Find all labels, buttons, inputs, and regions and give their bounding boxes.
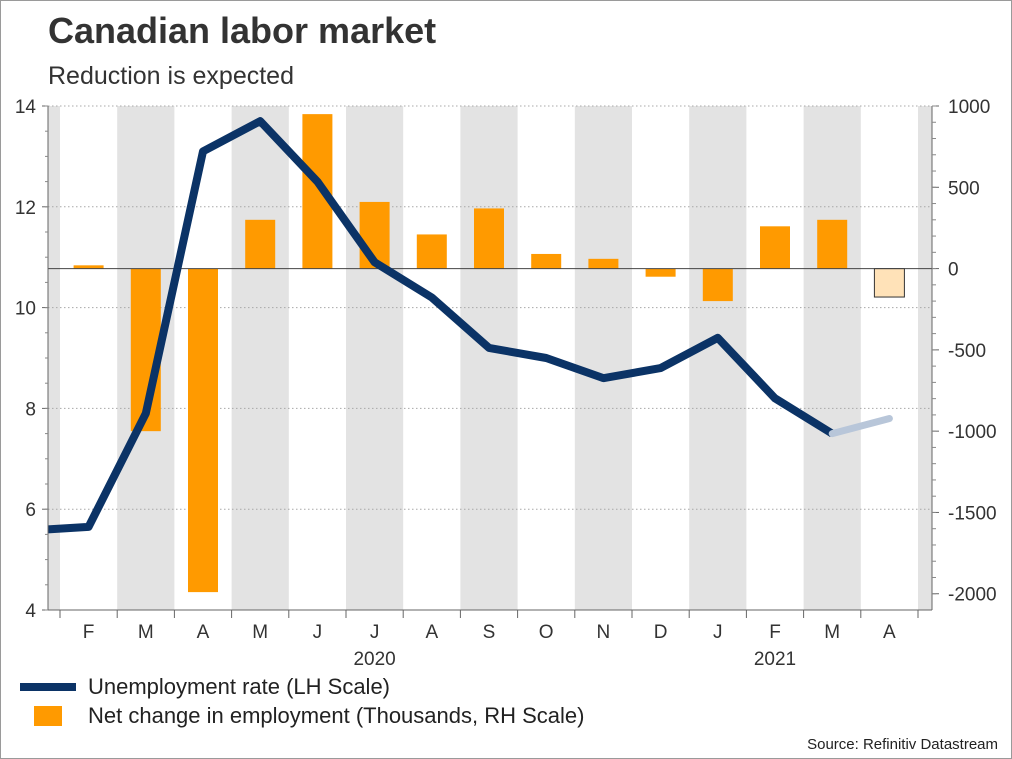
- background-band: [231, 106, 289, 610]
- right-tick-label: 500: [948, 178, 980, 199]
- x-tick-label: M: [138, 622, 154, 643]
- employment-bar: [702, 268, 733, 302]
- employment-bar: [474, 208, 504, 269]
- left-tick-label: 10: [15, 299, 36, 320]
- employment-bars: [73, 114, 905, 593]
- left-tick-label: 6: [25, 500, 36, 521]
- left-tick-label: 4: [25, 601, 36, 622]
- background-band: [48, 106, 60, 610]
- background-band: [918, 106, 932, 610]
- employment-bar: [416, 234, 447, 269]
- employment-bar: [760, 226, 790, 269]
- unemployment-line-forecast: [828, 414, 893, 438]
- background-band: [346, 106, 404, 610]
- x-tick-label: A: [197, 622, 210, 643]
- left-tick-label: 12: [15, 198, 36, 219]
- employment-bar: [188, 268, 218, 593]
- employment-bar-forecast: [873, 268, 905, 298]
- legend-bar-swatch: [34, 706, 62, 726]
- background-band: [574, 106, 632, 610]
- right-tick-label: -1500: [948, 503, 997, 524]
- x-tick-label: A: [425, 622, 438, 643]
- chart-subtitle: Reduction is expected: [48, 62, 294, 90]
- x-tick-label: M: [252, 622, 268, 643]
- employment-bar: [588, 258, 619, 269]
- axis-labels: 4 6 8 10 12 14 1000 500 0 -500 -1000 -1500 -2000 F M A M…: [15, 97, 997, 670]
- left-tick-label: 8: [25, 399, 36, 420]
- chart-plot: 4 6 8 10 12 14 1000 500 0 -500 -1000 -1500 -2000 F M A M…: [15, 97, 997, 670]
- x-tick-label: J: [313, 622, 323, 643]
- right-tick-label: 1000: [948, 97, 990, 118]
- chart-title: Canadian labor market: [48, 10, 437, 51]
- x-tick-label: N: [597, 622, 611, 643]
- x-tick-label: J: [370, 622, 380, 643]
- legend-label-unemployment: Unemployment rate (LH Scale): [88, 674, 391, 699]
- employment-bar: [245, 219, 276, 269]
- unemployment-line: [47, 117, 893, 534]
- right-tick-label: -1000: [948, 422, 997, 443]
- x-tick-label: J: [713, 622, 723, 643]
- unemployment-line-path: [47, 117, 835, 534]
- legend-item-unemployment: Unemployment rate (LH Scale): [20, 674, 390, 700]
- legend-line-swatch: [20, 683, 76, 691]
- left-tick-label: 14: [15, 97, 37, 118]
- right-tick-label: -2000: [948, 585, 997, 606]
- right-tick-label: 0: [948, 260, 959, 281]
- legend-label-employment: Net change in employment (Thousands, RH …: [88, 703, 585, 728]
- source-note: Source: Refinitiv Datastream: [807, 736, 998, 753]
- employment-bar: [531, 253, 562, 269]
- background-band: [803, 106, 861, 610]
- employment-bar: [73, 265, 104, 269]
- x-tick-label: D: [654, 622, 668, 643]
- x-tick-label: F: [769, 622, 781, 643]
- year-label: 2020: [353, 649, 395, 670]
- year-label: 2021: [754, 649, 796, 670]
- x-tick-label: F: [83, 622, 95, 643]
- background-band: [460, 106, 518, 610]
- right-tick-label: -500: [948, 341, 986, 362]
- axes: [42, 105, 939, 618]
- x-tick-label: M: [824, 622, 840, 643]
- x-tick-label: O: [539, 622, 554, 643]
- background-bands: [48, 106, 932, 610]
- employment-bar: [817, 219, 848, 269]
- x-tick-label: A: [883, 622, 896, 643]
- x-tick-label: S: [483, 622, 496, 643]
- legend-item-employment: Net change in employment (Thousands, RH …: [20, 703, 584, 729]
- employment-bar: [645, 268, 676, 277]
